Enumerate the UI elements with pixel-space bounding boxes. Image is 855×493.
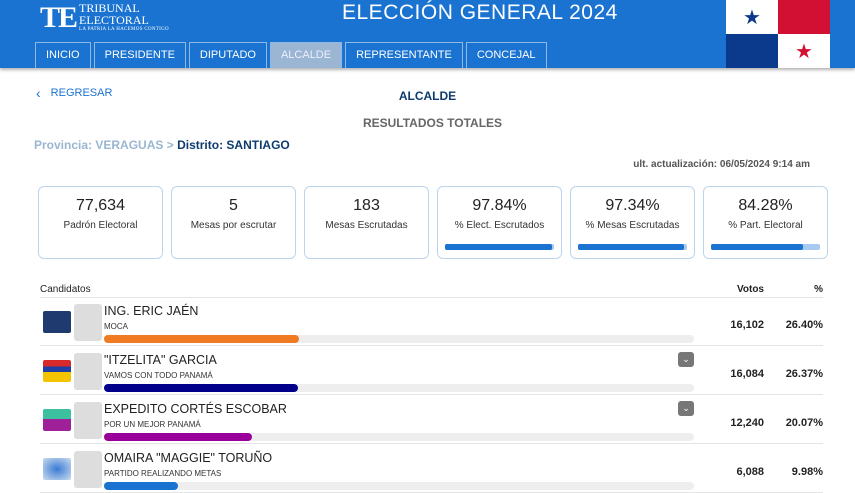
back-button[interactable]: ‹ REGRESAR (36, 85, 113, 101)
last-update: ult. actualización: 06/05/2024 9:14 am (633, 159, 810, 170)
page-title: ALCALDE (398, 89, 457, 103)
panama-flag: ★ ★ (726, 0, 830, 68)
logo-line1: TRIBUNAL (79, 1, 140, 15)
candidate-votes: 6,088 (736, 466, 764, 478)
tab-presidente[interactable]: PRESIDENTE (93, 42, 186, 68)
logo-mark: TE (40, 1, 78, 34)
stat-label: Mesas por escrutar (190, 220, 277, 231)
party-logo (43, 360, 71, 382)
party-logo (43, 458, 71, 480)
tab-diputado[interactable]: DIPUTADO (188, 42, 267, 68)
candidate-name: ING. ERIC JAÉN (104, 304, 199, 318)
chevron-left-icon: ‹ (36, 85, 41, 101)
stat-progress-bar (711, 244, 820, 250)
col-votes: Votos (736, 284, 764, 295)
party-name: MOCA (104, 322, 128, 331)
blue-star-icon: ★ (726, 0, 778, 34)
stat-value: 5 (229, 197, 238, 214)
candidate-percent: 26.40% (785, 319, 823, 331)
stat-card: 5 Mesas por escrutar (171, 186, 296, 259)
breadcrumb-district: Distrito: SANTIAGO (177, 138, 290, 152)
vote-share-bar (104, 482, 694, 490)
candidate-percent: 26.37% (785, 368, 823, 380)
candidate-percent: 20.07% (785, 417, 823, 429)
candidate-name: "ITZELITA" GARCIA (104, 353, 217, 367)
back-label: REGRESAR (50, 87, 113, 99)
party-logo (43, 409, 71, 431)
vote-share-bar (104, 433, 694, 441)
candidate-votes: 16,102 (730, 319, 764, 331)
party-name: PARTIDO REALIZANDO METAS (104, 469, 222, 478)
stat-label: % Elect. Escrutados (454, 220, 545, 231)
stat-label: Mesas Escrutadas (325, 220, 408, 231)
vote-share-bar (104, 384, 694, 392)
candidate-percent: 9.98% (791, 466, 823, 478)
header: TE TRIBUNAL ELECTORAL LA PATRIA LA HACEMOS… (0, 0, 855, 68)
candidate-row[interactable]: EXPEDITO CORTÉS ESCOBAR POR UN MEJOR PAN… (40, 397, 823, 444)
stat-card: 84.28% % Part. Electoral (703, 186, 828, 259)
tab-representante[interactable]: REPRESENTANTE (345, 42, 463, 68)
stat-value: 84.28% (738, 197, 793, 214)
party-logo (43, 311, 71, 333)
stat-label: % Mesas Escrutadas (585, 220, 680, 231)
candidate-row[interactable]: "ITZELITA" GARCIA VAMOS CON TODO PANAMÁ … (40, 348, 823, 395)
red-star-icon: ★ (778, 34, 830, 68)
breadcrumb-province[interactable]: Provincia: VERAGUAS (34, 138, 164, 152)
stat-label: Padrón Electoral (63, 220, 138, 231)
stat-value: 183 (353, 197, 380, 214)
stat-value: 97.34% (605, 197, 660, 214)
logo-tagline: LA PATRIA LA HACEMOS CONTIGO (79, 27, 169, 32)
candidate-row[interactable]: OMAIRA "MAGGIE" TORUÑO PARTIDO REALIZAND… (40, 446, 823, 493)
stat-progress-bar (578, 244, 687, 250)
stat-card: 183 Mesas Escrutadas (304, 186, 429, 259)
breadcrumb-separator: > (166, 138, 174, 152)
vote-share-bar (104, 335, 694, 343)
stat-card: 77,634 Padrón Electoral (38, 186, 163, 259)
page-subtitle: RESULTADOS TOTALES (362, 116, 503, 130)
candidate-photo (74, 451, 102, 488)
stat-card: 97.34% % Mesas Escrutadas (570, 186, 695, 259)
stat-label: % Part. Electoral (728, 220, 803, 231)
candidate-votes: 12,240 (730, 417, 764, 429)
stats-cards: 77,634 Padrón Electoral 5 Mesas por escruta… (38, 186, 828, 259)
stat-value: 77,634 (76, 197, 125, 214)
stat-card: 97.84% % Elect. Escrutados (437, 186, 562, 259)
logo-line2: ELECTORAL (79, 13, 149, 27)
tab-alcalde[interactable]: ALCALDE (269, 42, 343, 68)
candidate-photo (74, 402, 102, 439)
candidate-votes: 16,084 (730, 368, 764, 380)
col-candidates: Candidatos (40, 284, 91, 295)
tribunal-electoral-logo[interactable]: TE TRIBUNAL ELECTORAL LA PATRIA LA HACEMOS… (40, 2, 169, 34)
breadcrumb: Provincia: VERAGUAS > Distrito: SANTIAGO (34, 138, 290, 152)
app-title: ELECCIÓN GENERAL 2024 (342, 1, 618, 24)
candidate-name: OMAIRA "MAGGIE" TORUÑO (104, 451, 273, 465)
candidate-row[interactable]: ING. ERIC JAÉN MOCA 16,102 26.40% (40, 299, 823, 346)
candidate-name: EXPEDITO CORTÉS ESCOBAR (104, 402, 287, 416)
candidate-photo (74, 353, 102, 390)
expand-chevron-icon[interactable]: ⌄ (678, 401, 694, 416)
candidate-photo (74, 304, 102, 341)
expand-chevron-icon[interactable]: ⌄ (678, 352, 694, 367)
tab-concejal[interactable]: CONCEJAL (465, 42, 547, 68)
col-percent: % (814, 284, 823, 295)
tab-inicio[interactable]: INICIO (35, 42, 91, 68)
stat-progress-bar (445, 244, 554, 250)
party-name: VAMOS CON TODO PANAMÁ (104, 371, 213, 380)
party-name: POR UN MEJOR PANAMÁ (104, 420, 201, 429)
stat-value: 97.84% (472, 197, 527, 214)
main-nav: INICIO PRESIDENTE DIPUTADO ALCALDE REPRE… (35, 42, 547, 68)
table-header: Candidatos Votos % (40, 284, 823, 298)
